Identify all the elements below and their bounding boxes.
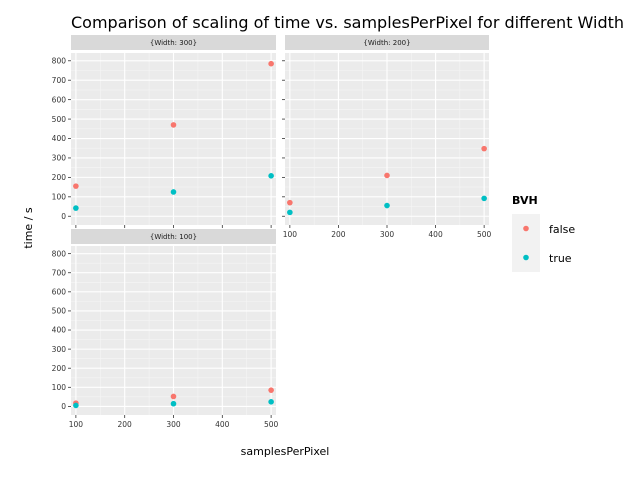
data-point-false (170, 122, 177, 128)
y-tick-label: 300 (52, 345, 67, 354)
x-tick-label: 300 (166, 420, 181, 429)
data-point-false (287, 199, 293, 206)
y-tick-label: 300 (52, 154, 67, 163)
y-tick-label: 0 (61, 212, 66, 221)
x-tick-label: 400 (215, 420, 230, 429)
y-axis-title: time / s (22, 207, 35, 249)
y-tick-label: 0 (61, 402, 66, 411)
data-point-false (384, 172, 390, 179)
x-axis-title: samplesPerPixel (241, 445, 330, 458)
panels-layer: {Width: 300}0100200300400500600700800{Wi… (52, 35, 492, 429)
y-tick-label: 600 (52, 288, 67, 297)
data-point-true (268, 173, 274, 179)
data-point-true (170, 189, 177, 195)
facet-strip-label: {Width: 300} (150, 39, 197, 47)
facet-strip (285, 35, 489, 50)
x-tick-label: 400 (428, 230, 443, 239)
legend: BVH false true (512, 194, 575, 272)
y-tick-label: 700 (52, 268, 67, 277)
data-point-false (481, 145, 487, 152)
legend-title: BVH (512, 194, 538, 207)
legend-label-false: false (549, 223, 575, 236)
x-tick-label: 300 (380, 230, 395, 239)
y-tick-label: 700 (52, 76, 67, 85)
x-tick-label: 100 (283, 230, 298, 239)
x-tick-label: 100 (69, 420, 84, 429)
data-point-false (170, 393, 177, 400)
facet-strip (71, 35, 276, 50)
y-tick-label: 400 (52, 326, 67, 335)
facet-strip-label: {Width: 200} (363, 39, 410, 47)
y-tick-label: 200 (52, 173, 67, 182)
x-tick-label: 200 (331, 230, 346, 239)
y-tick-label: 100 (52, 193, 67, 202)
facet-panel: {Width: 100}100 200 300 400 5000100200300400… (52, 229, 279, 429)
x-tick-label: 500 (477, 230, 492, 239)
y-tick-label: 600 (52, 95, 67, 104)
data-point-true (73, 402, 79, 409)
y-tick-label: 500 (52, 115, 67, 124)
legend-key-false (523, 225, 529, 232)
data-point-false (268, 387, 274, 393)
y-tick-label: 800 (52, 249, 67, 258)
y-tick-label: 500 (52, 307, 67, 316)
facet-panel: {Width: 200} 100 200 300 400 500 (282, 35, 492, 239)
data-point-true (384, 202, 390, 209)
x-tick-label: 200 (118, 420, 133, 429)
legend-key-true (523, 254, 529, 261)
x-tick-label: 500 (264, 420, 279, 429)
y-tick-label: 200 (52, 364, 67, 373)
chart-title: Comparison of scaling of time vs. sample… (71, 13, 624, 32)
y-tick-label: 100 (52, 383, 67, 392)
facet-strip (71, 229, 276, 244)
legend-label-true: true (549, 252, 572, 265)
data-point-true (287, 209, 293, 216)
data-point-true (73, 205, 79, 211)
data-point-true (268, 399, 274, 405)
y-tick-label: 400 (52, 134, 67, 143)
data-point-false (73, 183, 79, 189)
y-tick-label: 800 (52, 56, 67, 65)
facet-panel: {Width: 300} 0 100 200 300 400 500 600 700 800 (52, 35, 276, 228)
data-point-true (170, 400, 177, 407)
data-point-true (481, 195, 487, 202)
data-point-false (268, 60, 274, 67)
facet-strip-label: {Width: 100} (150, 233, 197, 241)
